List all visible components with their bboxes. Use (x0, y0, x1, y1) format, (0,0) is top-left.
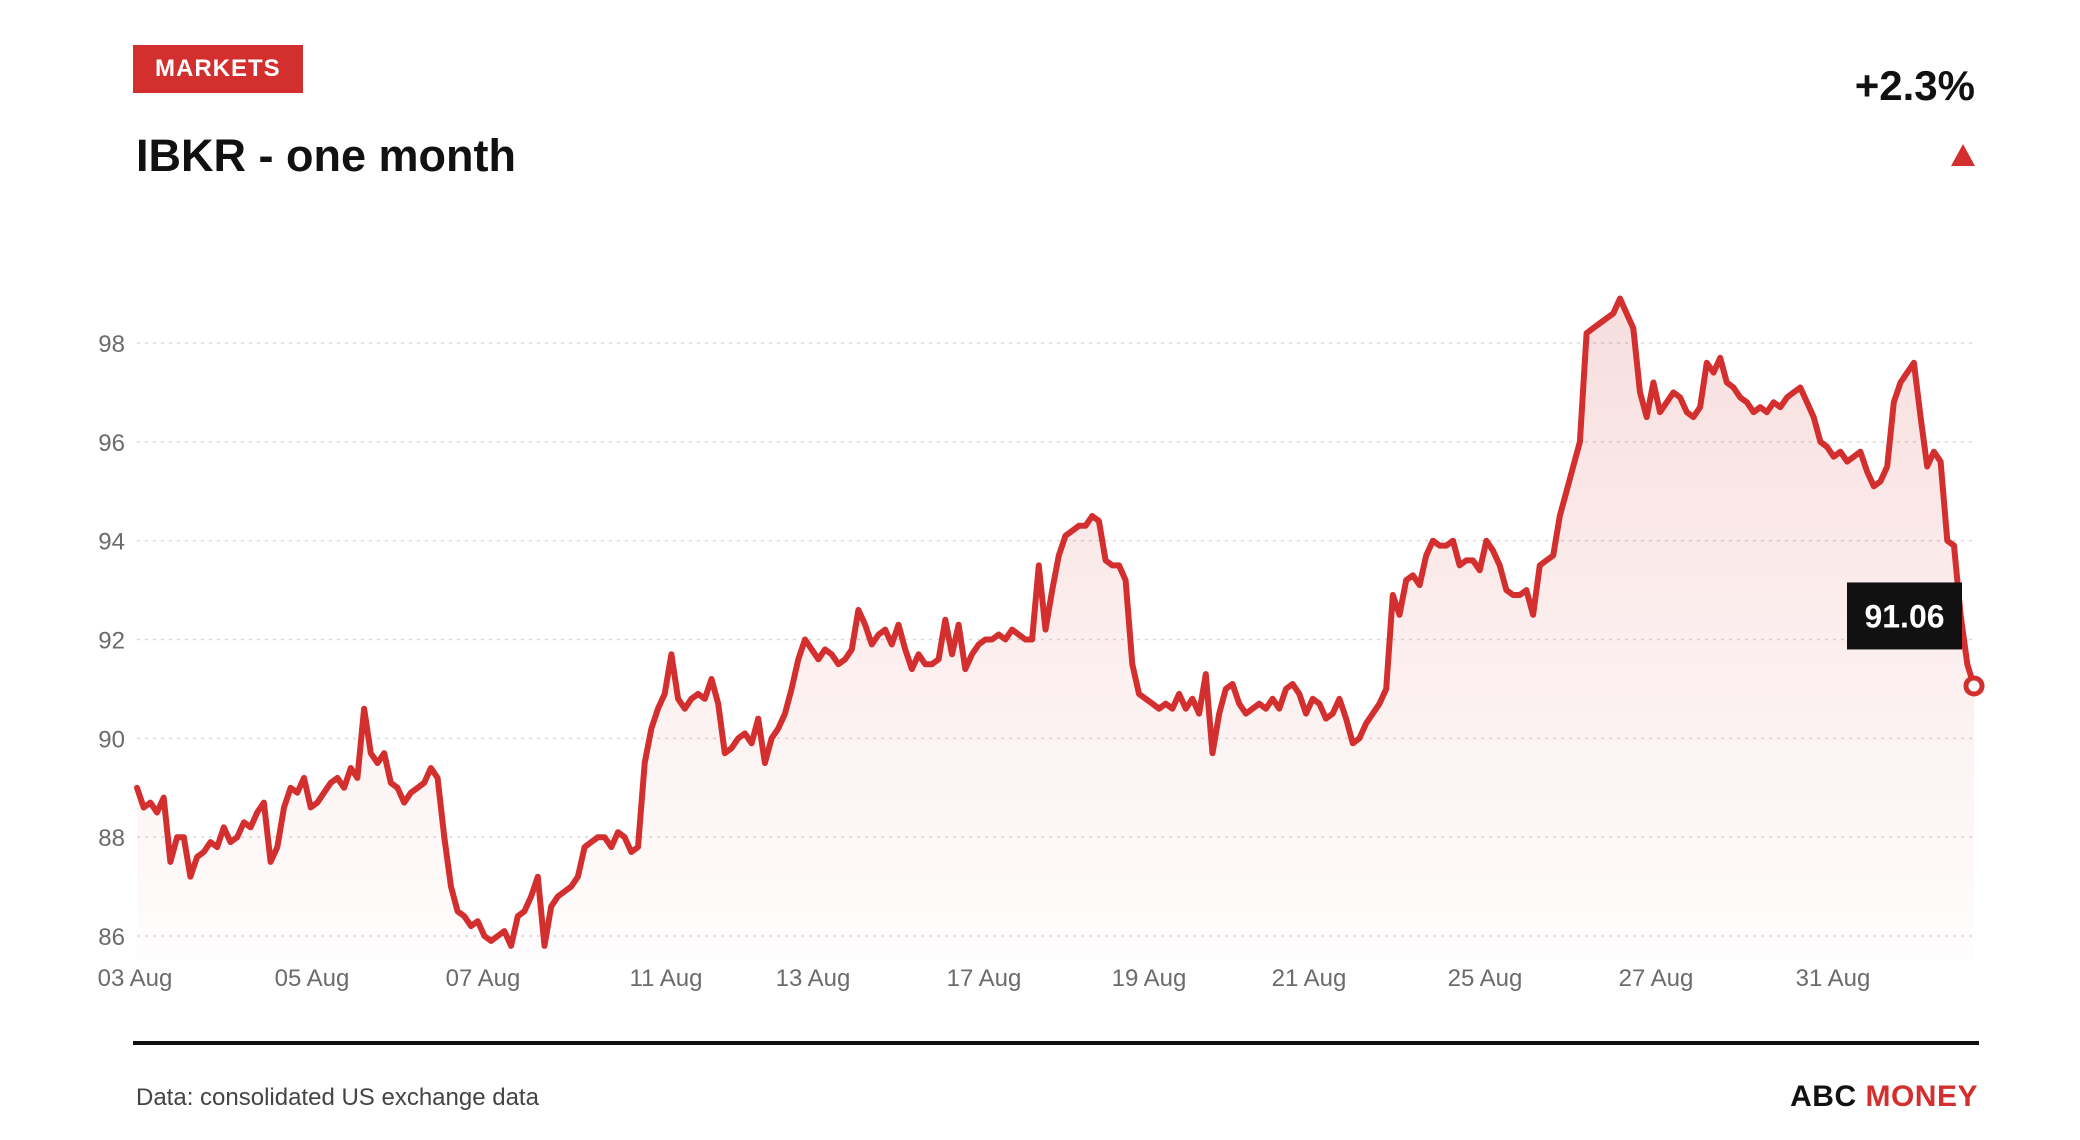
y-tick-label: 94 (98, 529, 125, 556)
price-line (134, 295, 1977, 949)
x-tick-label: 03 Aug (98, 965, 173, 992)
brand-part-1: ABC (1790, 1080, 1857, 1113)
x-tick-label: 25 Aug (1448, 965, 1523, 992)
source-note: Data: consolidated US exchange data (136, 1084, 539, 1111)
y-tick-label: 92 (98, 628, 125, 655)
up-arrow-icon (1951, 144, 1975, 166)
x-tick-label: 19 Aug (1112, 965, 1187, 992)
x-tick-label: 13 Aug (776, 965, 851, 992)
last-value-text: 91.06 (1864, 598, 1944, 634)
footer-divider (133, 1041, 1979, 1045)
y-axis: 86 88 90 92 94 96 98 (98, 331, 125, 951)
x-tick-label: 17 Aug (947, 965, 1022, 992)
x-tick-label: 05 Aug (275, 965, 350, 992)
last-value-label: 91.06 (1847, 582, 1962, 650)
x-tick-label: 31 Aug (1796, 965, 1871, 992)
y-tick-label: 96 (98, 430, 125, 457)
x-axis: 03 Aug 05 Aug 07 Aug 11 Aug 13 Aug 17 Aug 19 A… (98, 965, 1871, 992)
brand-logo: ABC MONEY (1790, 1080, 1978, 1114)
markets-badge: MARKETS (133, 45, 303, 93)
y-tick-label: 98 (98, 331, 125, 358)
chart-title: IBKR - one month (136, 130, 516, 181)
percent-change: +2.3% (1854, 62, 1975, 109)
x-tick-label: 11 Aug (630, 965, 703, 992)
price-area (137, 298, 1974, 960)
x-tick-label: 27 Aug (1619, 965, 1694, 992)
y-tick-label: 86 (98, 924, 125, 951)
last-point-marker (1963, 675, 1985, 697)
x-tick-label: 07 Aug (446, 965, 521, 992)
y-tick-label: 90 (98, 726, 125, 753)
x-tick-label: 21 Aug (1272, 965, 1347, 992)
brand-part-2: MONEY (1865, 1080, 1978, 1113)
price-chart: 86 88 90 92 94 96 98 03 Aug 05 Aug 07 Aug 11 Aug 1… (98, 295, 1985, 992)
y-tick-label: 88 (98, 825, 125, 852)
